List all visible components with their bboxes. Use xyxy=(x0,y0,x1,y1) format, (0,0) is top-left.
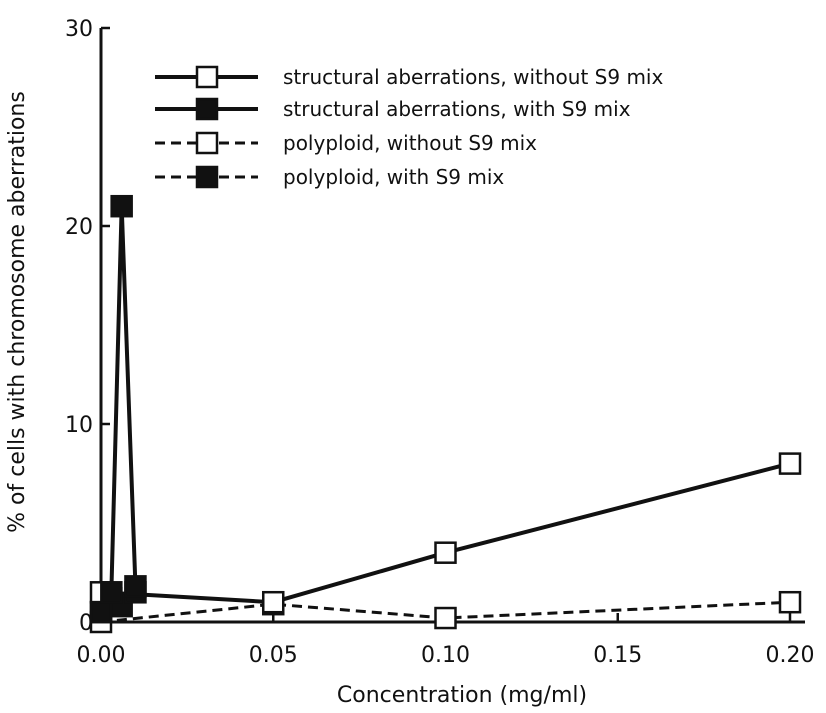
x-tick-label: 0.00 xyxy=(77,643,126,668)
data-point xyxy=(262,590,285,614)
x-ticks: 0.00 0.05 0.10 0.15 0.20 xyxy=(77,613,815,668)
y-tick-label: 20 xyxy=(65,215,93,240)
series-line xyxy=(99,204,138,614)
series-layer xyxy=(89,194,802,634)
legend-label: polyploid, without S9 mix xyxy=(283,131,537,155)
data-point xyxy=(778,590,802,614)
legend-label: structural aberrations, without S9 mix xyxy=(283,65,663,89)
data-point xyxy=(434,541,457,564)
x-tick-label: 0.20 xyxy=(766,643,815,668)
data-point xyxy=(434,606,457,630)
data-point xyxy=(110,194,133,218)
data-point xyxy=(778,452,802,475)
y-tick-label: 0 xyxy=(79,611,93,636)
legend-marker xyxy=(195,97,219,121)
legend-label: polyploid, with S9 mix xyxy=(283,165,504,189)
y-axis-title: % of cells with chromosome aberrations xyxy=(5,91,30,533)
series-line xyxy=(100,600,791,624)
x-tick-label: 0.15 xyxy=(593,643,642,668)
legend-marker xyxy=(195,65,219,89)
data-point xyxy=(100,581,123,604)
legend-label: structural aberrations, with S9 mix xyxy=(283,97,631,121)
legend-marker xyxy=(195,165,219,189)
legend-marker xyxy=(195,131,219,155)
y-tick-label: 10 xyxy=(65,413,93,438)
x-axis-title: Concentration (mg/ml) xyxy=(337,683,587,708)
series-line xyxy=(100,461,791,605)
x-tick-label: 0.05 xyxy=(249,643,298,668)
legend: structural aberrations, without S9 mix st… xyxy=(155,65,663,189)
data-point xyxy=(89,600,113,624)
y-ticks: 0 10 20 30 xyxy=(65,17,110,636)
y-tick-label: 30 xyxy=(65,17,93,42)
x-tick-label: 0.10 xyxy=(421,643,470,668)
data-point xyxy=(124,575,147,598)
